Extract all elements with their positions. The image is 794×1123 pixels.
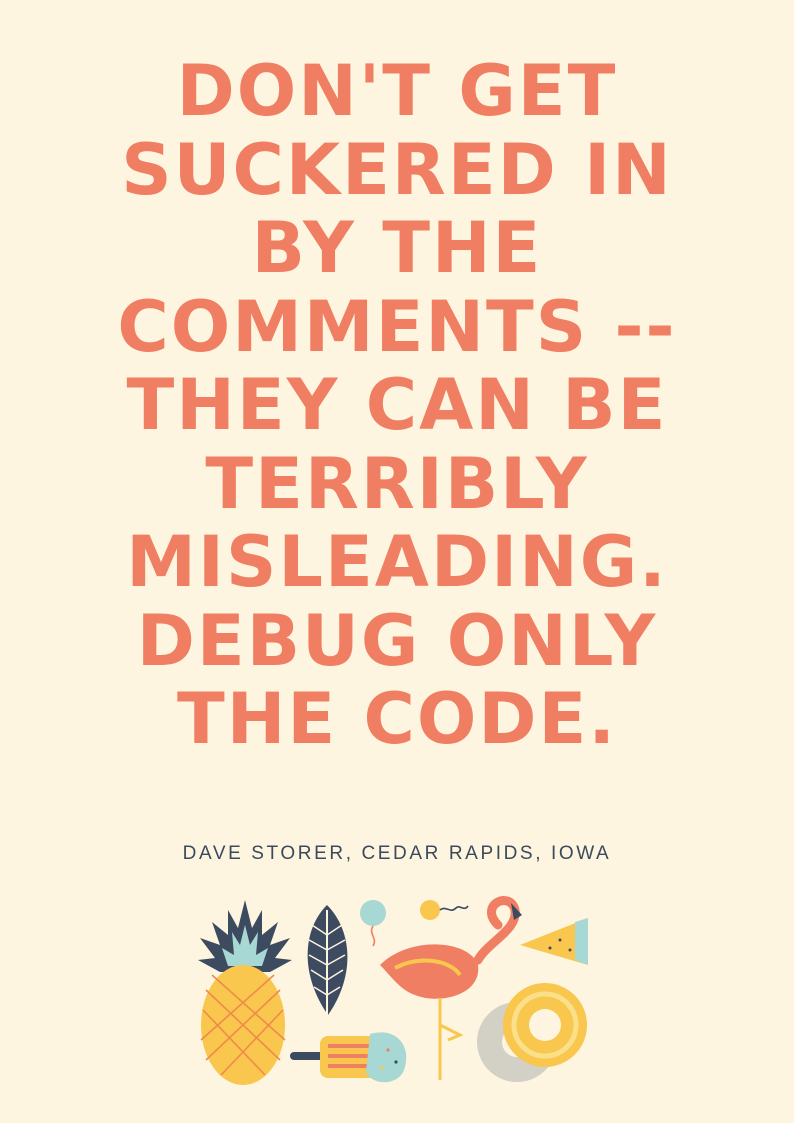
donut-icon [477, 983, 587, 1082]
quote-text: DON'T GET SUCKERED IN BY THE COMMENTS --… [0, 52, 794, 759]
watermelon-icon [520, 918, 588, 965]
quote-line: THEY CAN BE [126, 364, 668, 446]
flamingo-icon [380, 896, 522, 1080]
quote-line: DEBUG ONLY [136, 599, 658, 682]
quote-line: DON'T GET [176, 50, 618, 132]
tropical-illustration [198, 896, 588, 1085]
quote-line: THE CODE. [177, 678, 617, 760]
quote-line: SUCKERED IN [121, 128, 673, 211]
quote-author: DAVE STORER, CEDAR RAPIDS, IOWA [182, 843, 612, 864]
balloon-icon [360, 900, 469, 947]
quote-line: TERRIBLY [205, 442, 589, 525]
quote-line: MISLEADING. [126, 521, 668, 603]
quote-line: COMMENTS -- [117, 285, 677, 368]
leaf-icon [307, 905, 348, 1030]
quote-line: BY THE [251, 207, 543, 289]
popsicle-icon [290, 1032, 407, 1083]
pineapple-icon [198, 900, 292, 1085]
